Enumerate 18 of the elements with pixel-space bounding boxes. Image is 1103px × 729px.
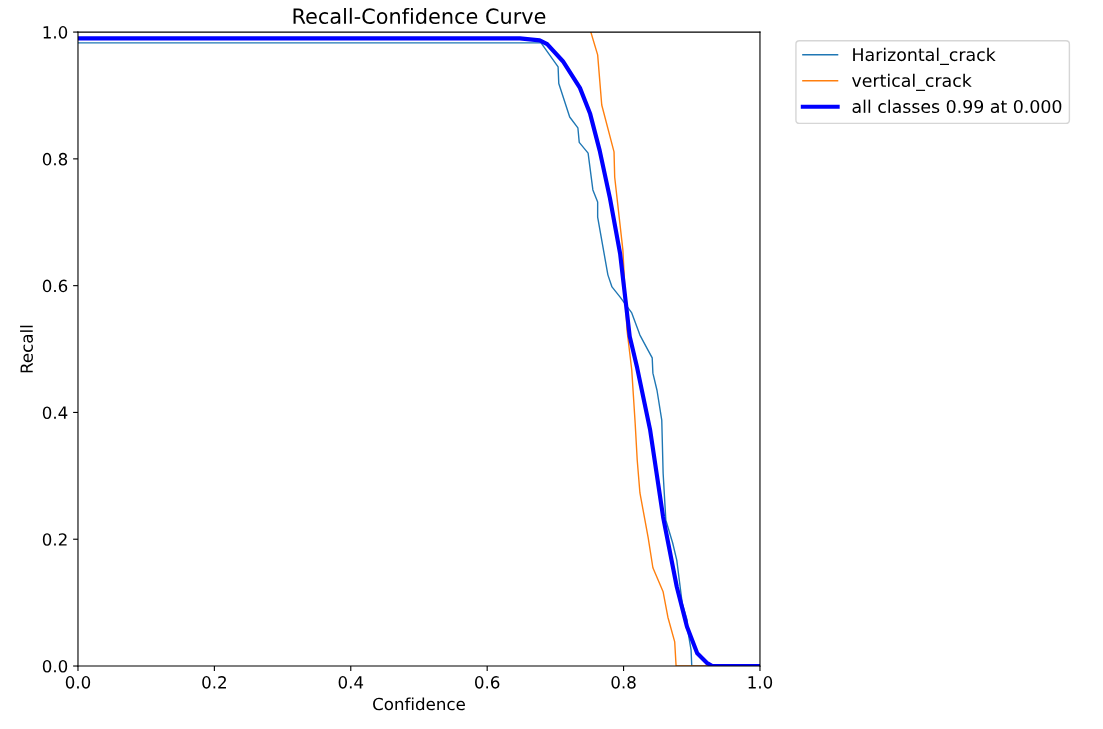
x-tick-label: 0.8 xyxy=(611,676,636,689)
y-tick-label: 1.0 xyxy=(43,26,68,39)
x-tick-label: 0.6 xyxy=(475,676,500,689)
legend-label: all classes 0.99 at 0.000 xyxy=(852,99,1062,114)
x-tick-label: 0.0 xyxy=(65,676,91,689)
legend-label: vertical_crack xyxy=(852,73,972,91)
x-tick-label: 1.0 xyxy=(748,676,773,689)
x-tick-label: 0.4 xyxy=(338,676,364,689)
y-tick-label: 0.6 xyxy=(42,279,68,293)
chart-title: Recall-Confidence Curve xyxy=(293,7,546,25)
y-tick-label: 0.4 xyxy=(42,406,68,420)
y-tick-label: 0.2 xyxy=(42,533,67,546)
legend-label: Harizontal_crack xyxy=(853,47,996,65)
x-axis-title: Confidence xyxy=(373,697,465,711)
y-tick-label: 0.8 xyxy=(42,152,68,166)
y-tick-label: 0.0 xyxy=(42,659,68,673)
x-tick-label: 0.2 xyxy=(202,676,226,689)
y-axis-title: Recall xyxy=(20,325,33,373)
